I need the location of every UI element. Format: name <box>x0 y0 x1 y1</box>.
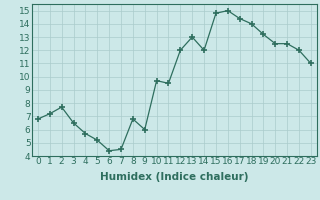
X-axis label: Humidex (Indice chaleur): Humidex (Indice chaleur) <box>100 172 249 182</box>
